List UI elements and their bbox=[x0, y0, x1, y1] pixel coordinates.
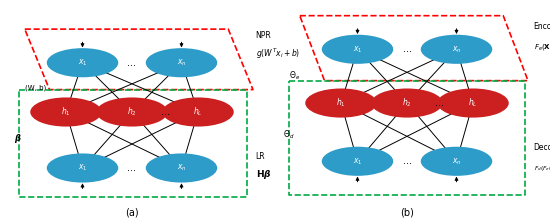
Circle shape bbox=[96, 97, 168, 127]
Circle shape bbox=[421, 147, 492, 176]
Text: $F_d(F_e(\mathbf{X};\Theta_e);\Theta_d)$: $F_d(F_e(\mathbf{X};\Theta_e);\Theta_d)$ bbox=[534, 164, 550, 172]
Text: NPR: NPR bbox=[256, 31, 272, 40]
Text: Decoder: Decoder bbox=[534, 143, 550, 152]
Circle shape bbox=[162, 97, 234, 127]
Text: ...: ... bbox=[128, 58, 136, 68]
Text: $h_{1}$: $h_{1}$ bbox=[61, 106, 71, 118]
Text: $\boldsymbol{\beta}$: $\boldsymbol{\beta}$ bbox=[14, 132, 21, 145]
Text: $g(W^{T}x_i + b)$: $g(W^{T}x_i + b)$ bbox=[256, 47, 300, 61]
Text: $x_{1}$: $x_{1}$ bbox=[353, 156, 362, 166]
Circle shape bbox=[47, 48, 118, 77]
Text: $x_{1}$: $x_{1}$ bbox=[78, 58, 87, 68]
Text: (W, b): (W, b) bbox=[25, 84, 46, 91]
Circle shape bbox=[146, 153, 217, 183]
Circle shape bbox=[146, 48, 217, 77]
Text: (a): (a) bbox=[125, 207, 139, 217]
Text: ...: ... bbox=[161, 107, 169, 117]
Circle shape bbox=[322, 35, 393, 64]
Text: ...: ... bbox=[403, 156, 411, 166]
Circle shape bbox=[371, 88, 443, 118]
Text: $x_{n}$: $x_{n}$ bbox=[452, 44, 461, 54]
Text: $h_{1}$: $h_{1}$ bbox=[336, 97, 346, 109]
Text: LR: LR bbox=[256, 152, 265, 161]
Text: ...: ... bbox=[128, 163, 136, 173]
Text: ...: ... bbox=[436, 98, 444, 108]
Circle shape bbox=[421, 35, 492, 64]
Text: $h_{L}$: $h_{L}$ bbox=[468, 97, 478, 109]
Circle shape bbox=[47, 153, 118, 183]
Text: (b): (b) bbox=[400, 207, 414, 217]
Text: $h_{2}$: $h_{2}$ bbox=[402, 97, 412, 109]
Circle shape bbox=[30, 97, 102, 127]
Text: $\Theta_e$: $\Theta_e$ bbox=[289, 70, 300, 82]
Text: $x_{n}$: $x_{n}$ bbox=[452, 156, 461, 166]
Text: $h_{2}$: $h_{2}$ bbox=[127, 106, 137, 118]
Circle shape bbox=[322, 147, 393, 176]
Text: $\mathbf{H}\boldsymbol{\beta}$: $\mathbf{H}\boldsymbol{\beta}$ bbox=[256, 168, 271, 181]
Text: $F_e(\mathbf{X}; \Theta_e)$: $F_e(\mathbf{X}; \Theta_e)$ bbox=[534, 42, 550, 52]
Circle shape bbox=[437, 88, 509, 118]
Text: $\Theta_d$: $\Theta_d$ bbox=[283, 128, 295, 141]
Text: $x_{n}$: $x_{n}$ bbox=[177, 163, 186, 173]
Text: ...: ... bbox=[403, 44, 411, 54]
Text: $x_{1}$: $x_{1}$ bbox=[78, 163, 87, 173]
Text: Encoder: Encoder bbox=[534, 22, 550, 31]
Text: $x_{1}$: $x_{1}$ bbox=[353, 44, 362, 54]
Text: $h_{L}$: $h_{L}$ bbox=[193, 106, 203, 118]
Circle shape bbox=[305, 88, 377, 118]
Text: $x_{n}$: $x_{n}$ bbox=[177, 58, 186, 68]
